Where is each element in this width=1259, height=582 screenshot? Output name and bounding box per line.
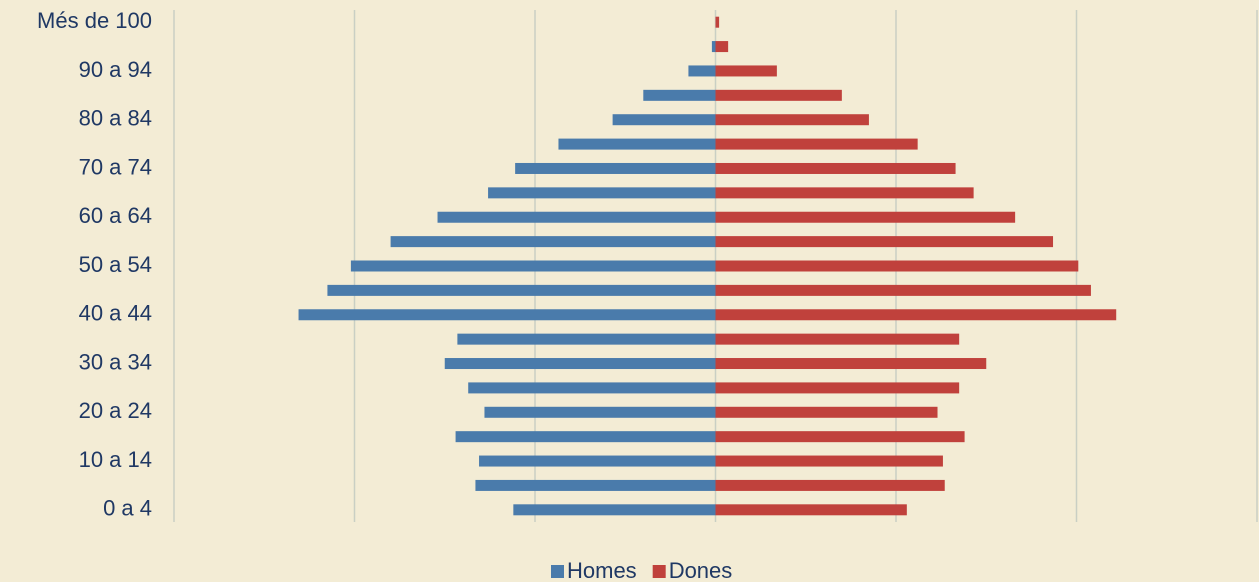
- bar: [715, 504, 907, 516]
- bar: [715, 358, 987, 370]
- y-tick-label: 50 a 54: [79, 252, 152, 277]
- y-tick-label: 30 a 34: [79, 349, 152, 374]
- bar: [715, 162, 956, 174]
- bar: [643, 89, 716, 101]
- bar: [715, 284, 1091, 296]
- bar: [390, 236, 716, 248]
- bar: [688, 65, 716, 77]
- bar: [457, 333, 716, 345]
- bar: [715, 236, 1054, 248]
- bar: [444, 358, 716, 370]
- bar: [715, 187, 974, 199]
- bar: [715, 406, 938, 418]
- bar: [484, 406, 716, 418]
- bar: [327, 284, 716, 296]
- bar: [437, 211, 716, 223]
- legend-swatch: [551, 565, 564, 578]
- bar: [513, 504, 716, 516]
- legend-swatch: [652, 565, 666, 578]
- bar: [350, 260, 716, 272]
- bar: [715, 309, 1117, 321]
- bar: [715, 260, 1079, 272]
- bar: [715, 382, 960, 394]
- bar: [468, 382, 716, 394]
- bar: [715, 138, 918, 150]
- y-tick-label: 40 a 44: [79, 301, 152, 326]
- bar: [479, 455, 716, 467]
- bar: [558, 138, 716, 150]
- bar: [488, 187, 716, 199]
- legend-label: Homes: [567, 558, 637, 582]
- legend-label: Dones: [669, 558, 733, 582]
- bar: [715, 455, 943, 467]
- bar: [612, 114, 716, 126]
- bar: [298, 309, 716, 321]
- bar: [715, 479, 945, 491]
- bar: [715, 431, 965, 443]
- bar: [475, 479, 716, 491]
- y-tick-label: 0 a 4: [103, 496, 152, 521]
- bar: [515, 162, 716, 174]
- y-tick-label: 60 a 64: [79, 203, 152, 228]
- y-tick-label: 70 a 74: [79, 154, 152, 179]
- bar: [715, 89, 842, 101]
- y-tick-label: 80 a 84: [79, 106, 152, 131]
- y-tick-label: 10 a 14: [79, 447, 152, 472]
- bar: [715, 41, 729, 53]
- y-tick-label: 20 a 24: [79, 398, 152, 423]
- bar: [715, 333, 960, 345]
- bar: [455, 431, 716, 443]
- bar: [715, 16, 720, 28]
- bar: [715, 114, 869, 126]
- bar: [715, 211, 1016, 223]
- y-tick-label: 90 a 94: [79, 57, 152, 82]
- bar: [715, 65, 777, 77]
- bar: [711, 41, 716, 53]
- y-tick-label: Més de 100: [37, 8, 152, 33]
